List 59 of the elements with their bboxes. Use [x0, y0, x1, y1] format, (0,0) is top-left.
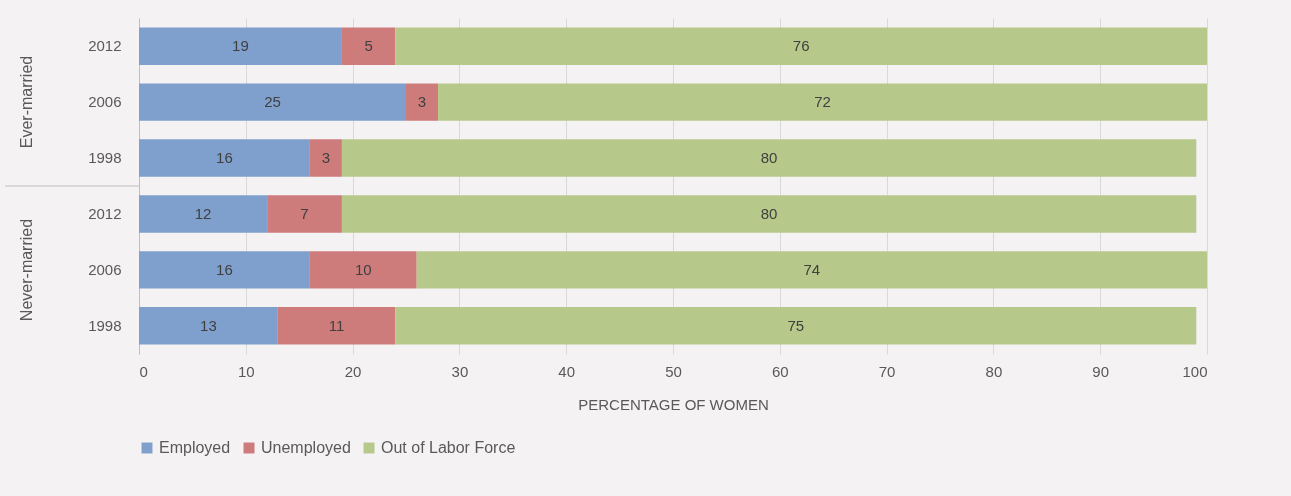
x-tick-label: 80: [985, 362, 1003, 380]
legend-label: Employed: [159, 439, 231, 456]
data-label: 5: [364, 37, 373, 55]
y-tick-label: 2012: [88, 204, 122, 222]
bar: [395, 27, 1207, 65]
data-label: 12: [194, 204, 212, 222]
bar: [309, 251, 417, 289]
bar: [139, 251, 310, 289]
data-label: 19: [232, 37, 249, 55]
y-tick-label: 1998: [88, 149, 122, 167]
data-label: 13: [200, 316, 217, 334]
bar: [438, 83, 1207, 121]
data-label: 16: [216, 149, 233, 167]
y-tick-label: 2006: [88, 93, 122, 111]
data-label: 72: [814, 93, 831, 111]
x-tick-label: 40: [558, 362, 576, 380]
bar: [406, 83, 439, 121]
bar: [139, 83, 406, 121]
bar: [139, 27, 342, 65]
legend-label: Unemployed: [261, 439, 351, 456]
data-label: 7: [300, 204, 309, 222]
data-label: 76: [792, 37, 810, 55]
x-tick-label: 0: [139, 362, 148, 380]
data-label: 25: [264, 93, 281, 111]
x-tick-label: 60: [771, 362, 789, 380]
y-tick-label: 2006: [88, 260, 122, 278]
data-label: 80: [760, 149, 778, 167]
bar: [277, 307, 396, 345]
data-label: 80: [760, 204, 778, 222]
x-tick-label: 90: [1092, 362, 1110, 380]
legend-label: Out of Labor Force: [381, 439, 516, 456]
bar: [267, 195, 342, 233]
y-tick-label: 1998: [88, 316, 122, 334]
data-label: 75: [787, 316, 805, 334]
data-label: 3: [321, 149, 331, 167]
bar: [341, 27, 396, 65]
bar: [341, 195, 1197, 233]
x-tick-label: 50: [665, 362, 682, 380]
text: Never-married: [18, 218, 35, 322]
text: Ever-married: [18, 55, 35, 149]
data-label: 16: [216, 260, 233, 278]
x-tick-label: 70: [878, 362, 896, 380]
data-label: 11: [328, 316, 345, 334]
bar: [139, 139, 310, 177]
bar: [139, 307, 278, 345]
bar: [395, 307, 1197, 345]
data-label: 74: [803, 260, 821, 278]
bar: [416, 251, 1207, 289]
data-label: 3: [417, 93, 427, 111]
x-tick-label: 20: [344, 362, 362, 380]
bar: [309, 139, 342, 177]
bar: [341, 139, 1197, 177]
data-label: 10: [354, 260, 372, 278]
x-tick-label: 30: [451, 362, 469, 380]
x-tick-label: 100: [1182, 362, 1208, 380]
x-axis-title: PERCENTAGE OF WOMEN: [578, 395, 769, 413]
y-tick-label: 2012: [88, 37, 122, 55]
x-tick-label: 10: [237, 362, 255, 380]
bar: [139, 195, 268, 233]
